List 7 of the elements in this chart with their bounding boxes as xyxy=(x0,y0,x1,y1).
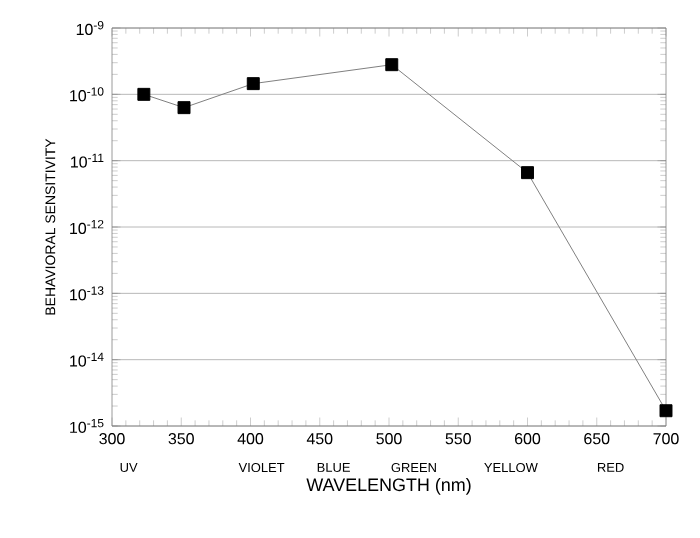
point xyxy=(177,101,191,115)
point xyxy=(246,77,260,91)
point xyxy=(137,87,151,101)
point xyxy=(521,166,534,180)
point xyxy=(659,404,673,418)
x-axis-title: WAVELENGTH (nm) xyxy=(306,477,471,495)
point xyxy=(385,58,399,72)
